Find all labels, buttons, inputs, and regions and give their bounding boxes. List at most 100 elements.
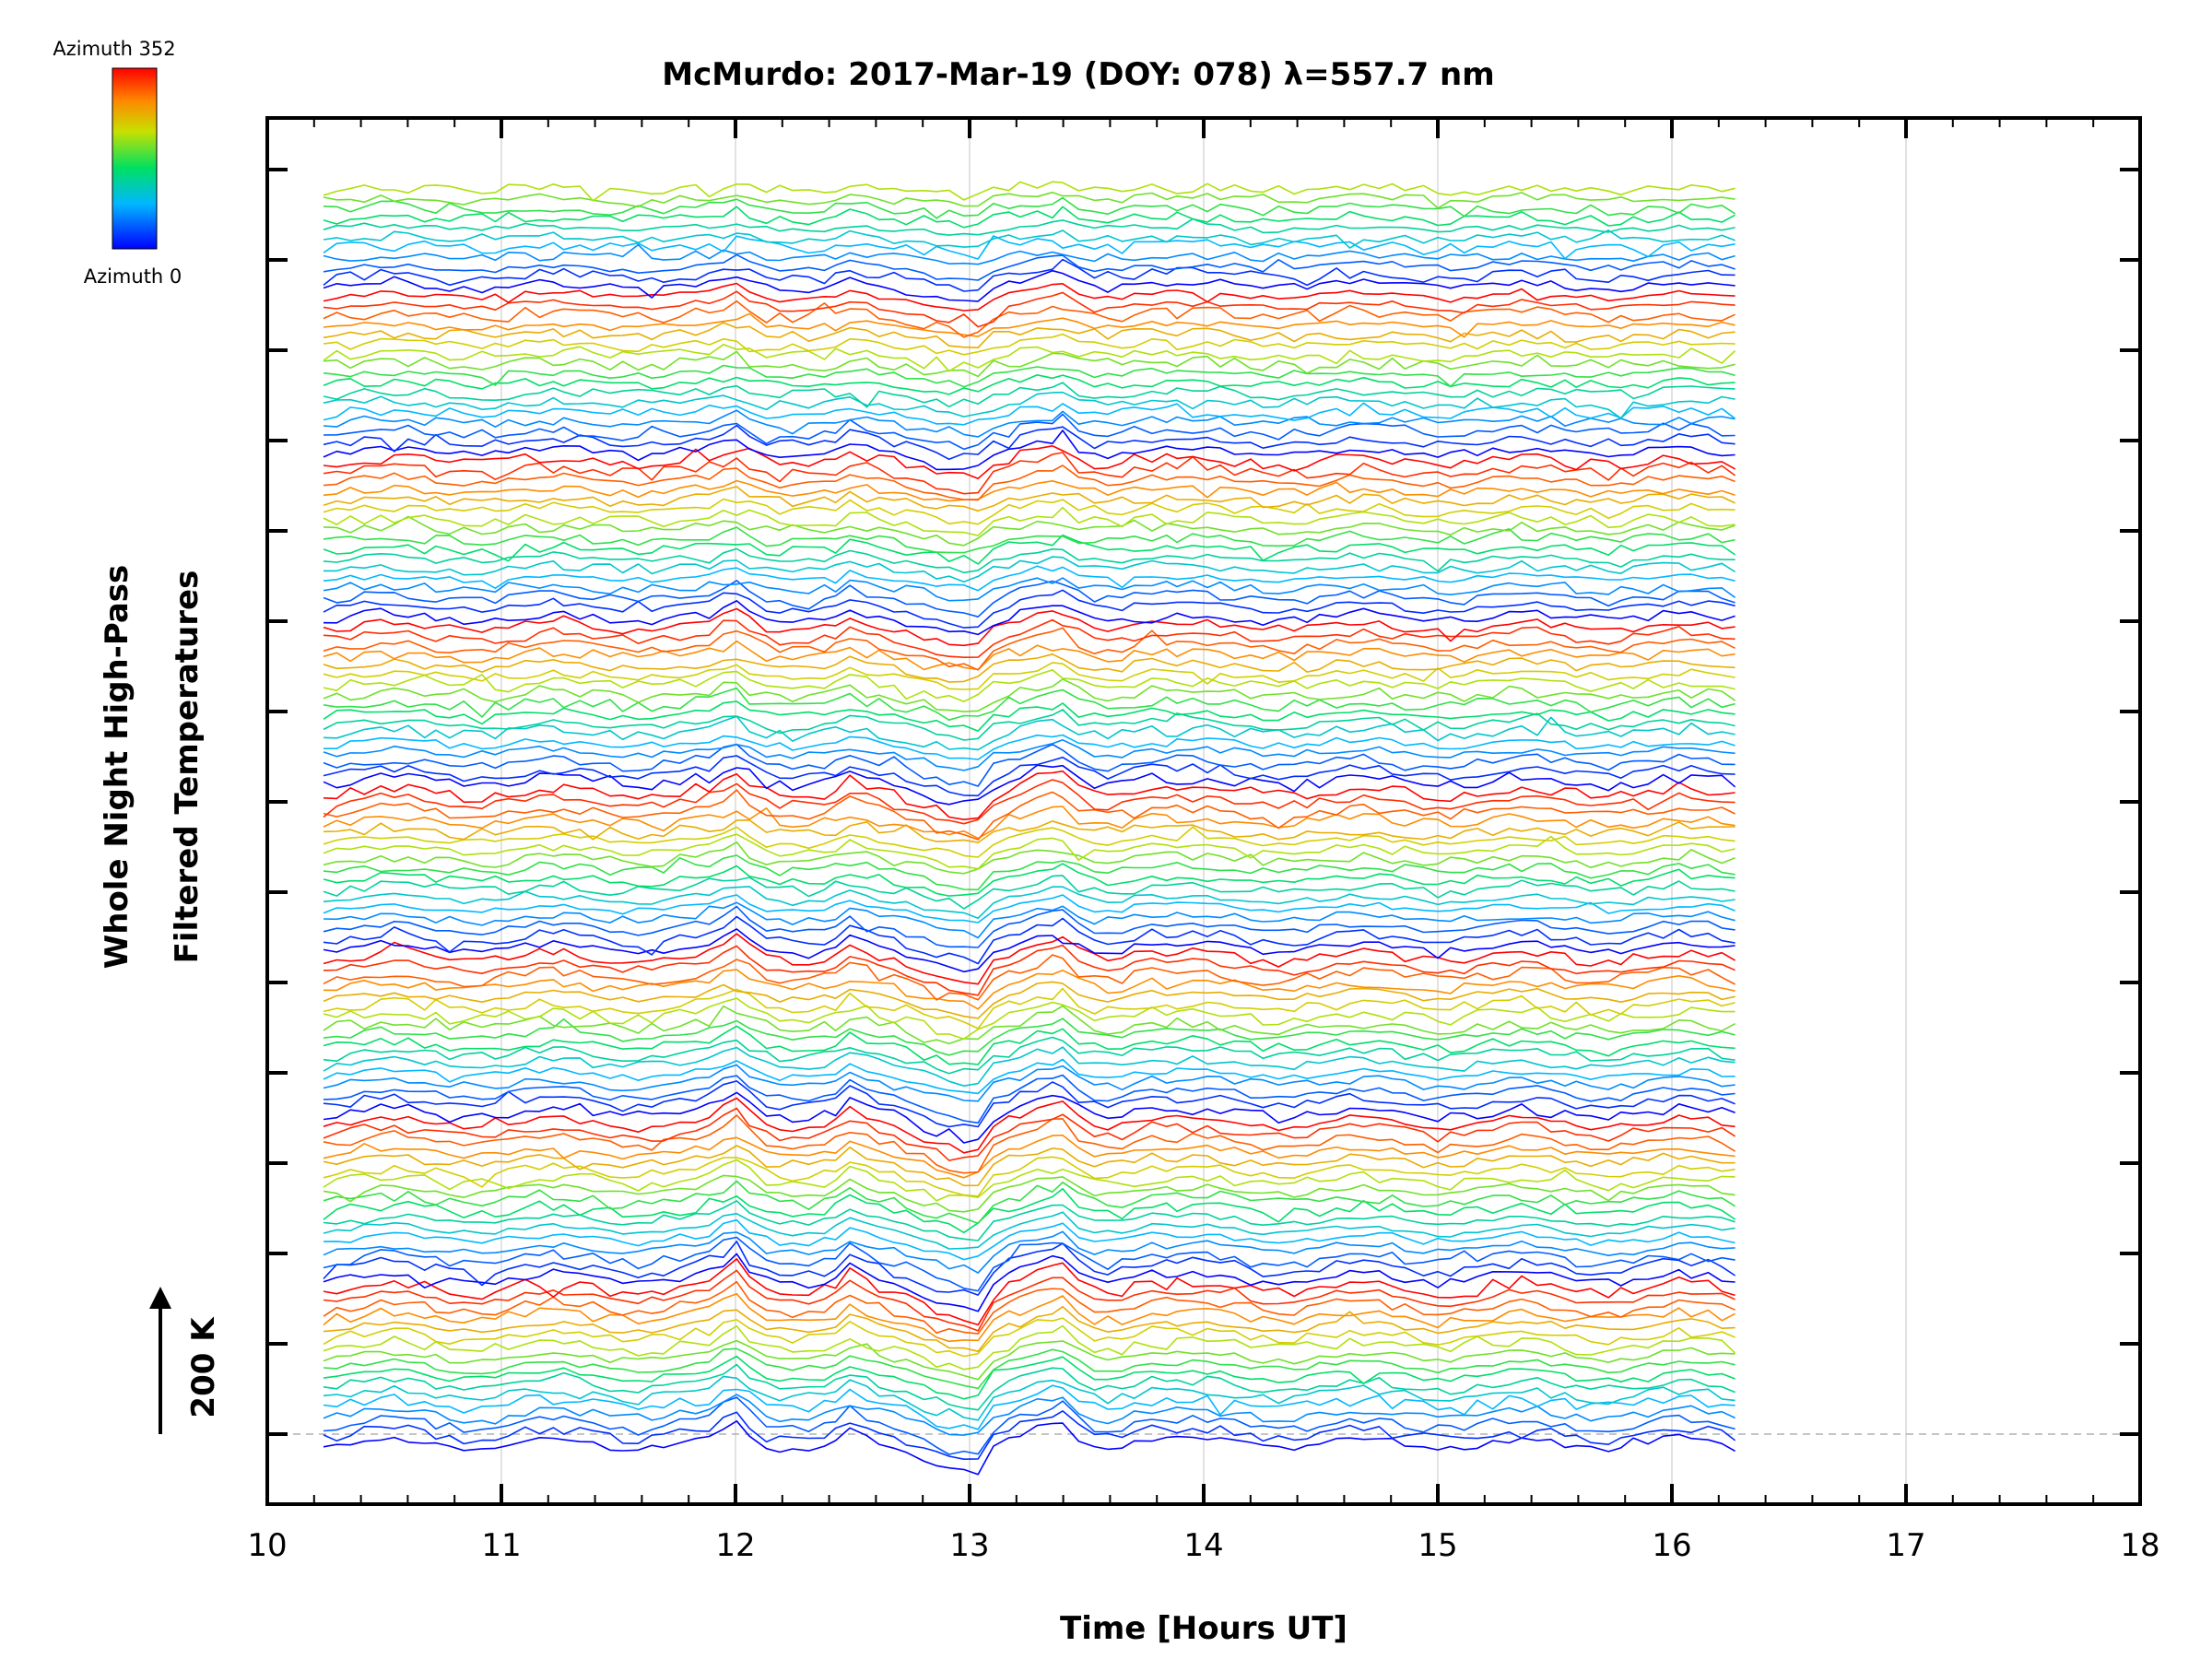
series-line bbox=[323, 627, 1735, 671]
series-line bbox=[323, 452, 1736, 495]
series-line bbox=[323, 1097, 1735, 1154]
series-line bbox=[323, 343, 1736, 372]
series-line bbox=[323, 915, 1735, 965]
series-line bbox=[323, 282, 1735, 312]
series-group bbox=[323, 181, 1736, 1476]
series-line bbox=[323, 1036, 1735, 1075]
series-line bbox=[323, 1200, 1735, 1241]
chart-title: McMurdo: 2017-Mar-19 (DOY: 078) λ=557.7 … bbox=[662, 56, 1494, 93]
series-line bbox=[323, 1410, 1736, 1460]
series-line bbox=[323, 1018, 1735, 1056]
series-line bbox=[323, 841, 1735, 875]
x-tick-label: 14 bbox=[1183, 1527, 1223, 1564]
series-line bbox=[323, 764, 1736, 806]
plot-frame bbox=[265, 116, 2142, 1506]
series-line bbox=[323, 1347, 1735, 1390]
series-line bbox=[323, 1091, 1735, 1144]
series-line bbox=[323, 290, 1735, 328]
series-line bbox=[323, 1293, 1735, 1343]
series-line bbox=[323, 402, 1736, 426]
series-line bbox=[323, 1174, 1735, 1213]
series-line bbox=[323, 1384, 1735, 1430]
series-line bbox=[323, 391, 1735, 419]
series-line bbox=[323, 526, 1735, 554]
series-line bbox=[323, 905, 1735, 948]
series-line bbox=[323, 894, 1735, 924]
series-line bbox=[323, 1211, 1735, 1250]
series-line bbox=[323, 1253, 1735, 1312]
series-line bbox=[323, 1339, 1735, 1381]
series-line bbox=[323, 565, 1735, 592]
series-line bbox=[323, 1046, 1735, 1087]
series-line bbox=[323, 1134, 1735, 1179]
series-line bbox=[323, 350, 1735, 378]
series-line bbox=[323, 413, 1735, 451]
series-line bbox=[323, 382, 1735, 408]
series-line bbox=[323, 607, 1735, 647]
series-line bbox=[323, 1375, 1735, 1421]
series-line bbox=[323, 833, 1735, 870]
series-line bbox=[323, 312, 1735, 338]
series-line bbox=[323, 479, 1735, 502]
x-tick-label: 11 bbox=[481, 1527, 521, 1564]
series-line bbox=[323, 577, 1736, 602]
series-line bbox=[323, 322, 1735, 349]
series-line bbox=[323, 243, 1735, 265]
series-line bbox=[323, 269, 1735, 302]
series-line bbox=[323, 547, 1735, 574]
series-line bbox=[323, 181, 1735, 202]
series-line bbox=[323, 1355, 1735, 1400]
series-line bbox=[323, 779, 1735, 825]
y-axis-label-line2: Filtered Temperatures bbox=[169, 571, 206, 964]
series-line bbox=[323, 373, 1735, 395]
series-line bbox=[323, 669, 1735, 703]
series-line bbox=[323, 1420, 1735, 1476]
series-line bbox=[323, 229, 1735, 249]
series-line bbox=[323, 687, 1735, 722]
x-tick-label: 16 bbox=[1652, 1527, 1691, 1564]
series-line bbox=[323, 429, 1735, 471]
series-line bbox=[323, 506, 1735, 536]
series-line bbox=[323, 409, 1735, 438]
series-line bbox=[323, 818, 1735, 843]
series-line bbox=[323, 755, 1735, 797]
series-line bbox=[323, 1230, 1735, 1274]
series-line bbox=[323, 981, 1735, 1019]
series-line bbox=[323, 600, 1735, 636]
series-line bbox=[323, 997, 1735, 1040]
colorbar-max-label: Azimuth 352 bbox=[53, 38, 175, 60]
series-line bbox=[323, 854, 1735, 891]
x-axis-label: Time [Hours UT] bbox=[1060, 1610, 1347, 1647]
series-line bbox=[323, 333, 1735, 356]
series-line bbox=[323, 944, 1735, 996]
series-line bbox=[323, 1324, 1736, 1371]
series-line bbox=[323, 770, 1735, 821]
series-line bbox=[323, 1218, 1735, 1261]
series-line bbox=[323, 486, 1735, 512]
series-line bbox=[323, 1236, 1735, 1292]
series-line bbox=[323, 1156, 1735, 1197]
series-line bbox=[324, 734, 1735, 760]
series-line bbox=[323, 1396, 1735, 1455]
series-line bbox=[323, 715, 1735, 751]
series-line bbox=[323, 253, 1735, 281]
series-line bbox=[323, 1107, 1736, 1161]
series-line bbox=[323, 738, 1735, 771]
series-line bbox=[323, 1305, 1735, 1352]
x-tick-label: 18 bbox=[2120, 1527, 2159, 1564]
series-line bbox=[323, 1058, 1735, 1095]
colorbar bbox=[112, 67, 158, 250]
x-tick-label: 15 bbox=[1418, 1527, 1457, 1564]
series-line bbox=[323, 1025, 1735, 1065]
series-line bbox=[323, 789, 1735, 841]
series-line bbox=[323, 444, 1735, 480]
series-line bbox=[323, 580, 1735, 618]
series-line bbox=[323, 218, 1735, 236]
series-line bbox=[323, 1080, 1735, 1128]
series-line bbox=[323, 465, 1735, 501]
colorbar-min-label: Azimuth 0 bbox=[84, 265, 182, 288]
series-line bbox=[323, 235, 1735, 260]
x-tick-labels: 10 11 12 13 14 15 16 17 18 bbox=[247, 1527, 2159, 1564]
series-line bbox=[323, 678, 1736, 712]
